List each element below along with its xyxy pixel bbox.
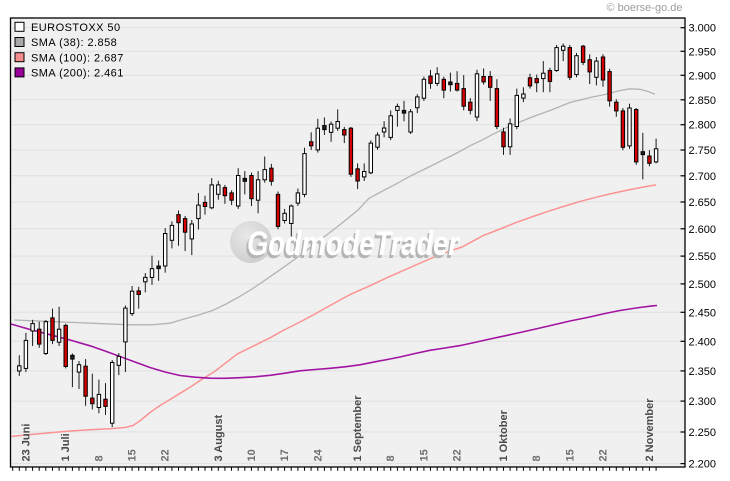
svg-text:2.850: 2.850 bbox=[689, 95, 717, 107]
svg-text:10: 10 bbox=[246, 449, 258, 461]
svg-text:17: 17 bbox=[279, 449, 291, 461]
svg-text:2.300: 2.300 bbox=[689, 396, 717, 408]
svg-text:2.700: 2.700 bbox=[689, 171, 717, 183]
svg-text:1 Oktober: 1 Oktober bbox=[498, 409, 510, 461]
svg-text:2.650: 2.650 bbox=[689, 197, 717, 209]
svg-text:2.450: 2.450 bbox=[689, 307, 717, 319]
svg-text:2.550: 2.550 bbox=[689, 251, 717, 263]
svg-text:2.750: 2.750 bbox=[689, 145, 717, 157]
svg-text:EUROSTOXX 50: EUROSTOXX 50 bbox=[31, 22, 121, 34]
svg-text:3.000: 3.000 bbox=[689, 23, 717, 35]
svg-text:GodmodeTrader: GodmodeTrader bbox=[247, 225, 460, 263]
svg-text:8: 8 bbox=[385, 455, 397, 461]
svg-text:SMA (38): 2.858: SMA (38): 2.858 bbox=[31, 37, 117, 49]
svg-text:2.250: 2.250 bbox=[689, 427, 717, 439]
svg-text:2.200: 2.200 bbox=[689, 459, 717, 471]
svg-text:15: 15 bbox=[127, 449, 139, 461]
svg-text:GodmodeTrader: GodmodeTrader bbox=[245, 228, 458, 266]
svg-text:24: 24 bbox=[312, 448, 324, 461]
svg-text:1 Juli: 1 Juli bbox=[60, 433, 72, 461]
svg-text:8: 8 bbox=[531, 455, 543, 461]
svg-text:2.500: 2.500 bbox=[689, 279, 717, 291]
svg-text:2.950: 2.950 bbox=[689, 46, 717, 58]
svg-text:2 November: 2 November bbox=[644, 398, 656, 462]
svg-text:23 Juni: 23 Juni bbox=[20, 424, 32, 462]
svg-text:2.800: 2.800 bbox=[689, 120, 717, 132]
svg-text:2.900: 2.900 bbox=[689, 70, 717, 82]
svg-text:15: 15 bbox=[418, 449, 430, 461]
svg-text:SMA (100): 2.687: SMA (100): 2.687 bbox=[31, 52, 124, 64]
svg-text:1 September: 1 September bbox=[352, 395, 364, 462]
svg-text:8: 8 bbox=[93, 455, 105, 461]
svg-text:22: 22 bbox=[598, 449, 610, 461]
svg-text:15: 15 bbox=[564, 449, 576, 461]
svg-text:22: 22 bbox=[160, 449, 172, 461]
svg-text:2.600: 2.600 bbox=[689, 224, 717, 236]
svg-text:22: 22 bbox=[452, 449, 464, 461]
svg-text:2.350: 2.350 bbox=[689, 366, 717, 378]
svg-text:SMA (200): 2.461: SMA (200): 2.461 bbox=[31, 68, 124, 80]
svg-text:2.400: 2.400 bbox=[689, 336, 717, 348]
svg-text:3 August: 3 August bbox=[213, 415, 225, 462]
svg-text:© boerse-go.de: © boerse-go.de bbox=[607, 2, 683, 14]
